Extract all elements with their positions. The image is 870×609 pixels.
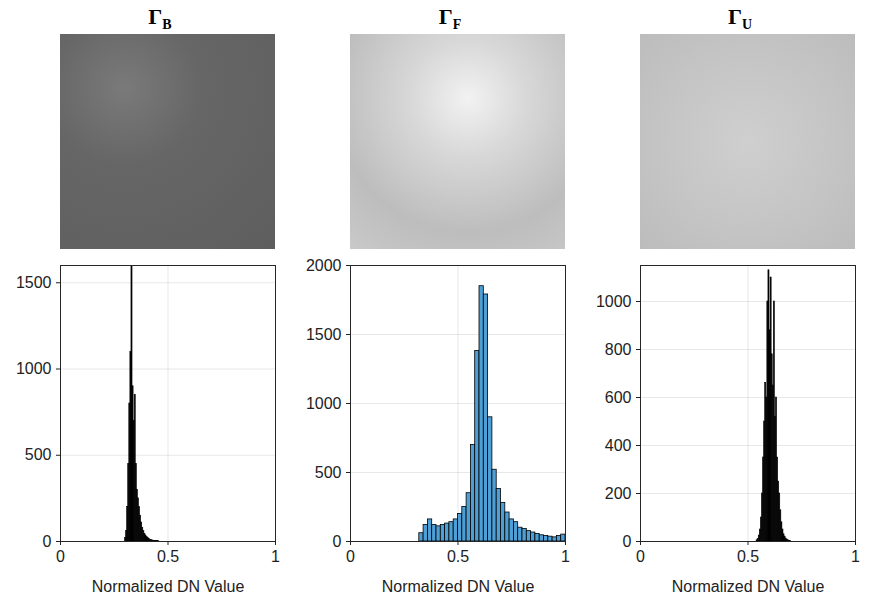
svg-text:1000: 1000	[306, 395, 342, 412]
svg-text:1500: 1500	[16, 274, 52, 291]
svg-text:1: 1	[271, 548, 280, 565]
svg-text:0: 0	[333, 533, 342, 550]
svg-text:0: 0	[623, 533, 632, 550]
html-text:ΓB: ΓB	[148, 4, 172, 33]
svg-text:1000: 1000	[16, 360, 52, 377]
svg-text:0: 0	[346, 548, 355, 565]
svg-text:Normalized DN Value: Normalized DN Value	[92, 578, 245, 595]
svg-text:1500: 1500	[306, 326, 342, 343]
svg-text:200: 200	[605, 485, 632, 502]
svg-text:1000: 1000	[596, 293, 632, 310]
svg-text:2000: 2000	[306, 257, 342, 274]
svg-text:0: 0	[43, 533, 52, 550]
svg-text:0.5: 0.5	[737, 548, 759, 565]
svg-text:0: 0	[636, 548, 645, 565]
svg-text:0: 0	[56, 548, 65, 565]
svg-text:800: 800	[605, 341, 632, 358]
svg-text:0.5: 0.5	[447, 548, 469, 565]
svg-text:400: 400	[605, 437, 632, 454]
svg-text:0.5: 0.5	[157, 548, 179, 565]
svg-text:1: 1	[851, 548, 860, 565]
svg-text:500: 500	[25, 446, 52, 463]
svg-text:Normalized DN Value: Normalized DN Value	[382, 578, 535, 595]
html-text:ΓU: ΓU	[727, 4, 753, 33]
svg-text:500: 500	[315, 464, 342, 481]
html-text:ΓF: ΓF	[438, 4, 462, 33]
svg-text:1: 1	[561, 548, 570, 565]
svg-text:600: 600	[605, 389, 632, 406]
svg-text:Normalized DN Value: Normalized DN Value	[672, 578, 825, 595]
